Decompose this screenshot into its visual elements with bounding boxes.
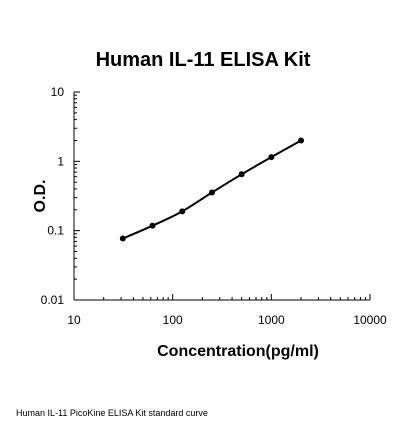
x-tick-label: 100 [163, 313, 183, 327]
data-point [208, 189, 215, 196]
series-line [122, 139, 302, 240]
y-tick-label: 0.01 [41, 293, 65, 307]
y-tick-label: 10 [51, 85, 65, 99]
y-tick-label: 1 [57, 154, 64, 168]
x-tick-label: 1000 [258, 313, 285, 327]
x-tick-label: 10 [67, 313, 81, 327]
data-point [149, 222, 156, 229]
data-point [238, 171, 245, 178]
y-tick-label: 0.1 [47, 224, 64, 238]
y-axis-ticks: 0.01 0.1 1 10 [41, 85, 80, 307]
x-axis-ticks: 10 100 1000 10000 [67, 294, 387, 327]
y-axis-label: O.D. [32, 180, 49, 213]
data-point [119, 235, 126, 242]
series-markers [119, 137, 305, 242]
x-tick-label: 10000 [353, 313, 387, 327]
axes [73, 92, 370, 301]
x-axis-label: Concentration(pg/ml) [157, 343, 319, 360]
chart-caption: Human IL-11 PicoKine ELISA Kit standard … [16, 408, 208, 418]
data-point [268, 154, 275, 161]
data-point [298, 137, 305, 144]
chart-title: Human IL-11 ELISA Kit [96, 49, 311, 71]
data-point [179, 208, 186, 215]
